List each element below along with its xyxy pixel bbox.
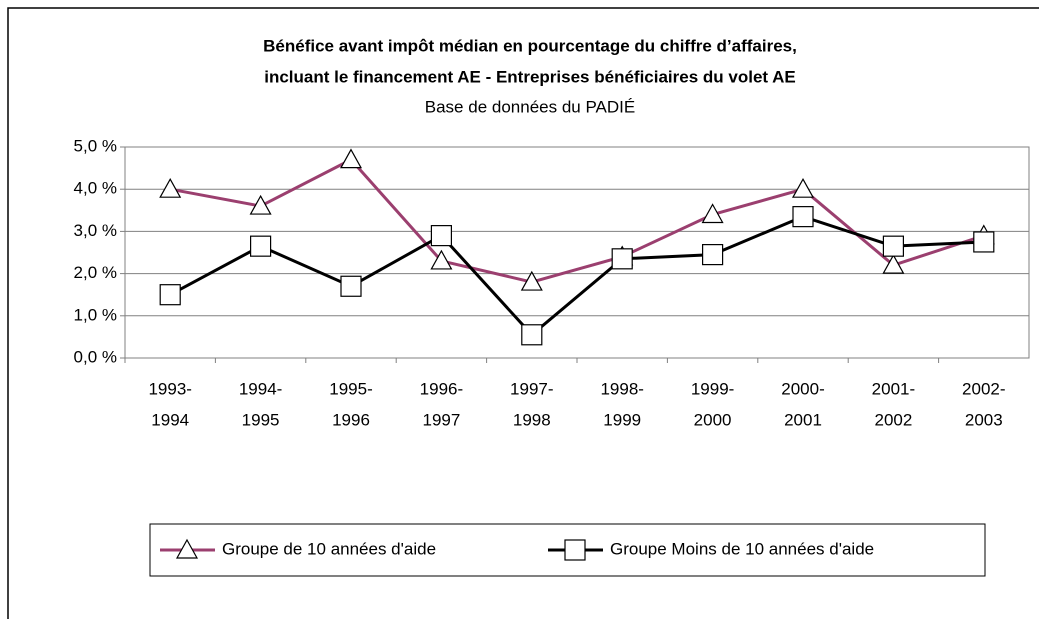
y-tick-label: 5,0 %: [74, 136, 117, 155]
x-tick-label: 1995-: [329, 379, 372, 398]
y-tick-label: 4,0 %: [74, 179, 117, 198]
series-line: [169, 157, 985, 284]
marker-square: [792, 206, 814, 228]
chart-title: Bénéfice avant impôt médian en pourcenta…: [263, 36, 797, 55]
x-tick-label: 1999-: [691, 379, 734, 398]
legend-label: Groupe Moins de 10 années d'aide: [610, 539, 874, 558]
marker-triangle: [882, 253, 905, 274]
marker-triangle: [159, 177, 182, 198]
marker-triangle: [175, 538, 199, 559]
x-tick-label: 1998-: [600, 379, 643, 398]
marker-square: [340, 275, 362, 297]
x-tick-label: 2000: [694, 410, 732, 429]
marker-square: [611, 248, 633, 270]
marker-square: [250, 235, 272, 257]
marker-square: [430, 225, 452, 247]
y-tick-label: 1,0 %: [74, 305, 117, 324]
y-tick-label: 0,0 %: [74, 347, 117, 366]
legend-label: Groupe de 10 années d'aide: [222, 539, 436, 558]
y-tick-label: 2,0 %: [74, 263, 117, 282]
x-tick-label: 1999: [603, 410, 641, 429]
marker-square: [701, 244, 724, 266]
x-tick-label: 2002-: [962, 379, 1005, 398]
chart-subtitle: Base de données du PADIÉ: [425, 97, 635, 116]
x-tick-label: 1996: [332, 410, 370, 429]
marker-triangle: [430, 249, 453, 270]
x-tick-label: 2002: [874, 410, 912, 429]
x-tick-label: 2003: [965, 410, 1003, 429]
marker-triangle: [701, 203, 724, 224]
x-tick-label: 1997: [422, 410, 460, 429]
x-tick-label: 2001-: [872, 379, 915, 398]
x-tick-label: 1994: [151, 410, 189, 429]
series-line: [169, 215, 984, 337]
chart-title: incluant le financement AE - Entreprises…: [264, 67, 796, 86]
marker-square: [159, 284, 181, 306]
x-tick-label: 1993-: [148, 379, 191, 398]
marker-triangle: [520, 270, 543, 291]
x-tick-label: 1994-: [239, 379, 282, 398]
marker-triangle: [791, 177, 815, 198]
marker-square: [882, 235, 905, 257]
marker-square: [521, 324, 543, 346]
x-tick-label: 1995: [242, 410, 280, 429]
marker-triangle: [339, 148, 363, 169]
x-tick-label: 1998: [513, 410, 551, 429]
marker-triangle: [249, 194, 272, 215]
marker-square: [973, 231, 995, 253]
y-tick-label: 3,0 %: [74, 221, 117, 240]
x-tick-label: 1997-: [510, 379, 553, 398]
x-tick-label: 2000-: [781, 379, 824, 398]
x-tick-label: 1996-: [420, 379, 463, 398]
marker-square: [564, 539, 586, 561]
x-tick-label: 2001: [784, 410, 822, 429]
